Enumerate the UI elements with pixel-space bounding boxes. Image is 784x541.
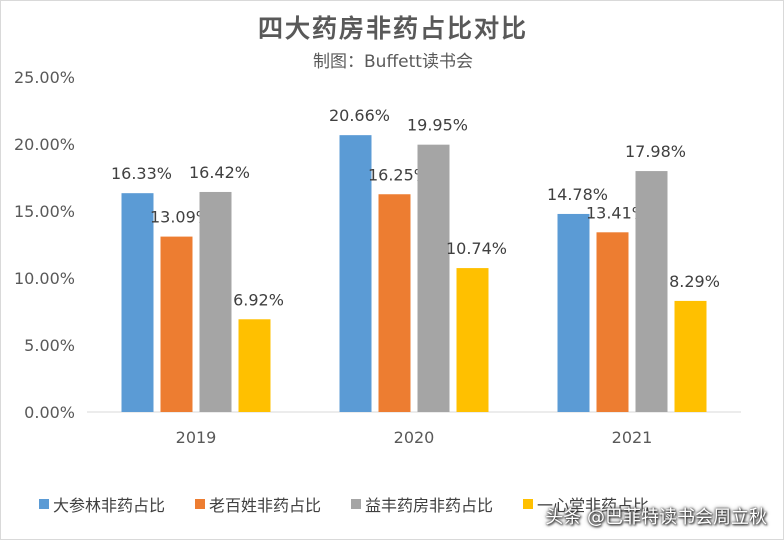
legend-item[interactable]: 益丰药房非药占比 <box>351 492 493 516</box>
bar <box>199 191 232 412</box>
data-label: 10.74% <box>446 239 507 258</box>
y-tick-label: 5.00% <box>24 336 75 355</box>
bar <box>339 135 372 412</box>
bar <box>417 144 450 413</box>
data-label: 16.33% <box>111 164 172 183</box>
y-tick-label: 15.00% <box>14 202 75 221</box>
x-tick-label: 2021 <box>612 428 653 447</box>
legend-swatch <box>351 499 362 509</box>
data-label: 8.29% <box>669 272 720 291</box>
legend-label: 老百姓非药占比 <box>209 496 322 515</box>
legend-item[interactable]: 一心堂非药占比 <box>523 492 649 516</box>
bar <box>160 236 193 412</box>
bar <box>557 213 590 412</box>
x-tick-label: 2019 <box>176 428 217 447</box>
legend-item[interactable]: 老百姓非药占比 <box>195 492 321 516</box>
data-label: 17.98% <box>625 142 686 161</box>
bar <box>238 319 271 412</box>
data-label: 16.25% <box>368 165 429 184</box>
data-label: 16.42% <box>189 163 250 182</box>
chart-subtitle: 制图：Buffett读书会 <box>313 52 473 72</box>
y-tick-label: 10.00% <box>14 269 75 288</box>
legend-item[interactable]: 大参林非药占比 <box>39 492 165 516</box>
legend-swatch <box>39 499 49 509</box>
data-label: 20.66% <box>329 106 390 125</box>
legend-swatch <box>195 499 206 509</box>
data-label: 19.95% <box>407 116 468 135</box>
bar <box>674 300 707 412</box>
y-tick-label: 20.00% <box>14 135 75 154</box>
chart-title: 四大药房非药占比对比 <box>257 14 528 43</box>
data-label: 13.41% <box>586 203 647 222</box>
y-tick-label: 0.00% <box>24 403 75 422</box>
bar <box>635 171 668 412</box>
bar <box>378 194 411 412</box>
legend-swatch <box>523 499 534 509</box>
bar <box>456 268 489 412</box>
data-label: 13.09% <box>150 208 211 227</box>
legend-label: 益丰药房非药占比 <box>365 496 494 515</box>
watermark-text: 头条 @巴菲特读书会周立秋 <box>545 507 767 528</box>
y-tick-label: 25.00% <box>14 68 75 87</box>
data-label: 6.92% <box>233 290 284 309</box>
x-tick-label: 2020 <box>394 428 435 447</box>
data-label: 14.78% <box>547 185 608 204</box>
legend-label: 一心堂非药占比 <box>537 496 650 515</box>
legend: 大参林非药占比 老百姓非药占比 益丰药房非药占比 一心堂非药占比 <box>39 491 649 517</box>
bar <box>121 193 154 412</box>
bar <box>596 232 629 412</box>
legend-label: 大参林非药占比 <box>53 496 166 515</box>
